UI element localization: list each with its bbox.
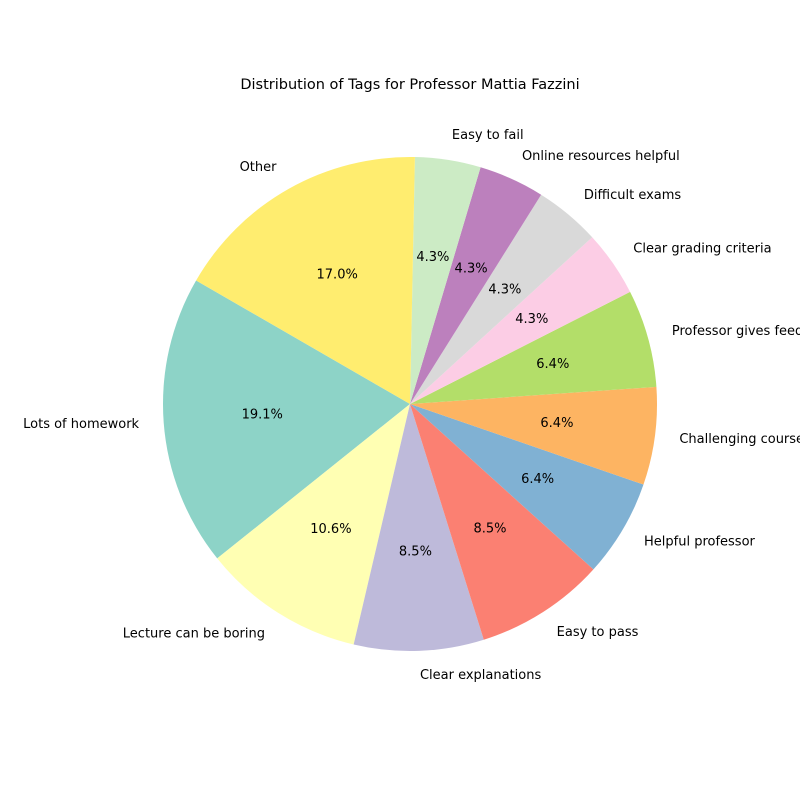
- pct-label-lots-of-homework: 19.1%: [242, 408, 283, 423]
- pie-slices: [162, 157, 657, 652]
- pct-label-clear-grading-criteria: 4.3%: [515, 312, 548, 327]
- pie-slice-lecture-can-be-boring: [217, 404, 410, 645]
- chart-title: Distribution of Tags for Professor Matti…: [240, 77, 579, 93]
- slice-label-helpful-professor: Helpful professor: [644, 535, 756, 550]
- slice-label-online-resources-helpful: Online resources helpful: [522, 149, 680, 164]
- pie-slice-difficult-exams: [410, 194, 593, 404]
- percentage-labels: 19.1%10.6%8.5%8.5%6.4%6.4%6.4%4.3%4.3%4.…: [242, 250, 574, 560]
- pct-label-professor-gives-feedback: 6.4%: [536, 357, 569, 372]
- slice-label-challenging-course: Challenging course: [679, 432, 800, 447]
- pct-label-helpful-professor: 6.4%: [521, 472, 554, 487]
- slice-label-easy-to-fail: Easy to fail: [452, 128, 524, 143]
- pie-slice-challenging-course: [410, 386, 657, 485]
- pie-slice-clear-grading-criteria: [410, 237, 631, 404]
- pie-slice-helpful-professor: [410, 404, 644, 570]
- pct-label-easy-to-fail: 4.3%: [416, 250, 449, 265]
- pie-slice-other: [196, 157, 415, 404]
- slice-label-lecture-can-be-boring: Lecture can be boring: [123, 626, 265, 641]
- pct-label-lecture-can-be-boring: 10.6%: [310, 522, 351, 537]
- slice-label-clear-explanations: Clear explanations: [420, 668, 542, 683]
- pct-label-challenging-course: 6.4%: [540, 416, 573, 431]
- pie-slice-online-resources-helpful: [410, 167, 542, 404]
- pie-slice-clear-explanations: [353, 404, 484, 652]
- slice-labels: Lots of homework Lecture can be boring Cle…: [23, 128, 800, 683]
- pie-slice-lots-of-homework: [162, 280, 410, 559]
- slice-label-easy-to-pass: Easy to pass: [557, 625, 639, 640]
- pie-slice-professor-gives-feedback: [410, 291, 657, 404]
- pie-slice-easy-to-pass: [410, 404, 594, 640]
- pct-label-other: 17.0%: [317, 267, 358, 282]
- pct-label-easy-to-pass: 8.5%: [473, 521, 506, 536]
- pct-label-difficult-exams: 4.3%: [488, 283, 521, 298]
- pie-slice-easy-to-fail: [410, 157, 481, 404]
- pct-label-clear-explanations: 8.5%: [399, 545, 432, 560]
- slice-label-clear-grading-criteria: Clear grading criteria: [633, 242, 771, 257]
- slice-label-difficult-exams: Difficult exams: [584, 188, 682, 203]
- slice-label-professor-gives-feedback: Professor gives feedback: [672, 324, 800, 339]
- slice-label-other: Other: [240, 160, 278, 175]
- slice-label-lots-of-homework: Lots of homework: [23, 417, 139, 432]
- pct-label-online-resources-helpful: 4.3%: [455, 261, 488, 276]
